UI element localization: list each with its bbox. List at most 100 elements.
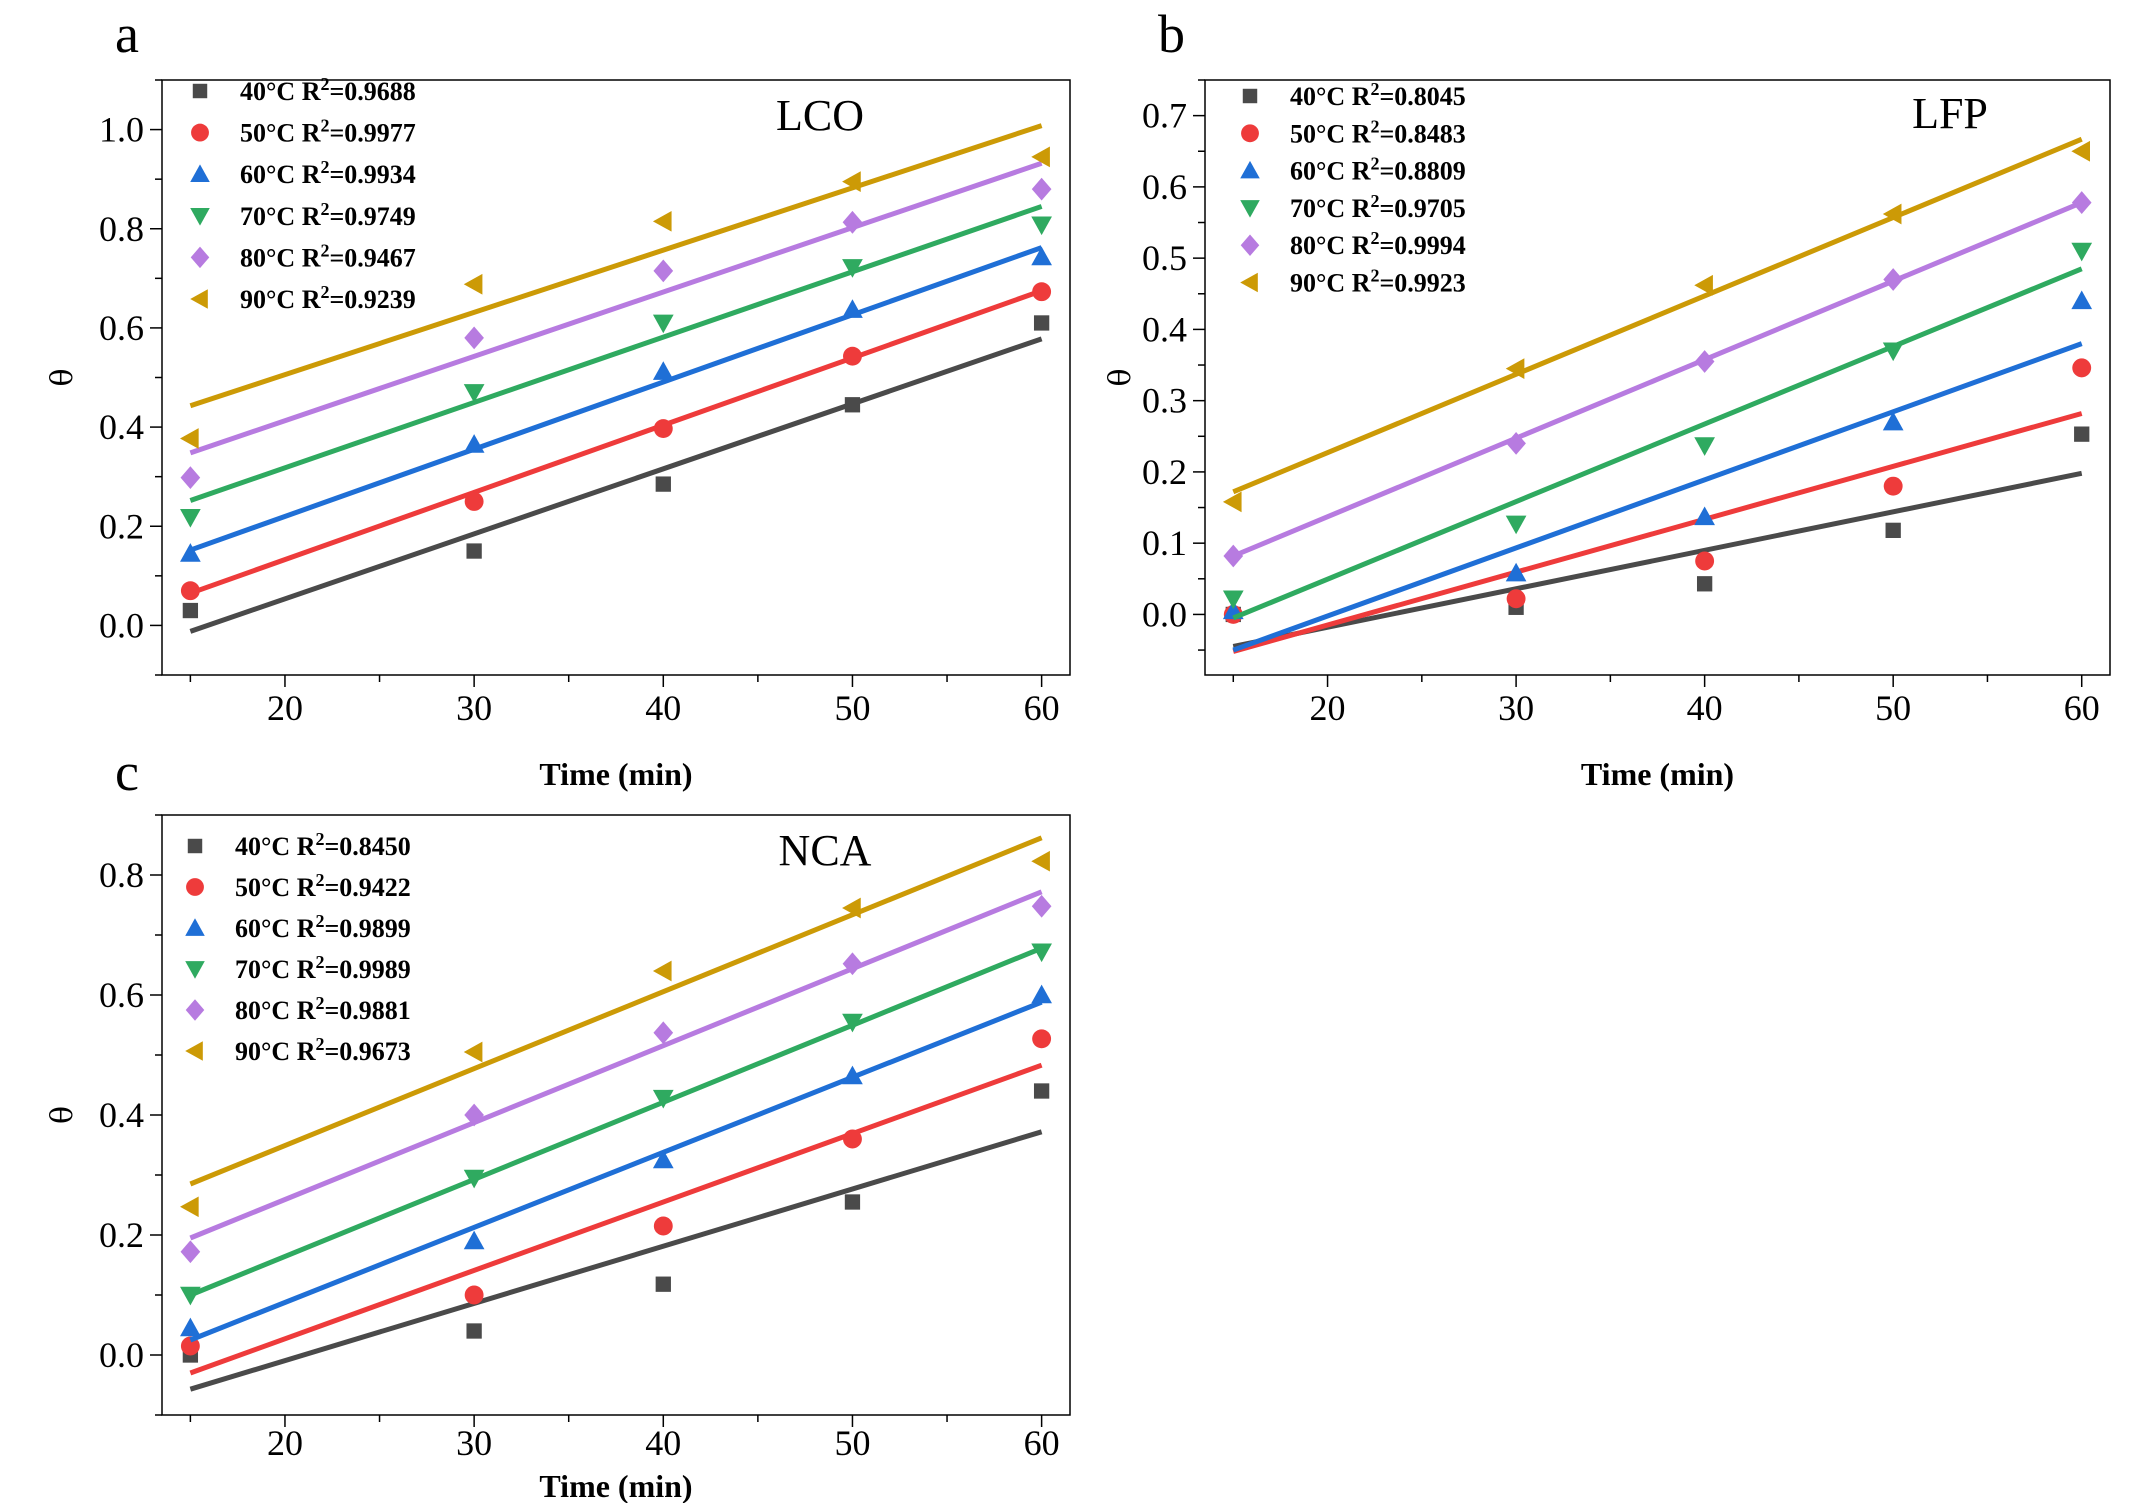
y-tick-label: 0.6: [99, 308, 144, 348]
data-point: [180, 428, 199, 449]
legend-marker: [185, 918, 205, 936]
data-point: [1695, 551, 1715, 571]
data-point: [842, 171, 861, 192]
data-point: [844, 397, 861, 413]
data-point: [1505, 562, 1527, 582]
legend-entry: 90°C R2=0.9673: [235, 1034, 411, 1066]
x-tick-label: 60: [1024, 688, 1060, 728]
data-point: [1031, 850, 1050, 872]
x-tick-label: 30: [456, 688, 492, 728]
series-0: [182, 1083, 1050, 1392]
data-point: [1882, 411, 1904, 431]
fit-line: [189, 123, 1043, 409]
y-tick-label: 0.4: [99, 407, 144, 447]
fit-line: [189, 204, 1043, 503]
y-tick-label: 0.0: [99, 1335, 144, 1375]
data-point: [1031, 943, 1052, 963]
legend-entry: 60°C R2=0.9899: [235, 911, 411, 943]
data-point: [2074, 426, 2090, 442]
legend-entry: 70°C R2=0.9989: [235, 952, 411, 984]
y-tick-label: 0.0: [1142, 594, 1187, 634]
data-point: [1505, 515, 1527, 535]
series-1: [180, 1029, 1052, 1376]
legend-entry: 60°C R2=0.8809: [1290, 154, 1466, 186]
fit-line: [189, 999, 1043, 1343]
legend-marker: [1240, 234, 1260, 256]
data-point: [653, 419, 673, 439]
data-point: [1031, 984, 1052, 1004]
y-axis-title: θ: [45, 368, 80, 386]
data-point: [180, 581, 200, 601]
series-3: [180, 943, 1052, 1306]
data-point: [463, 384, 485, 403]
y-tick-label: 0.2: [99, 506, 144, 546]
data-point: [1031, 177, 1052, 201]
legend-marker: [187, 838, 203, 854]
data-point: [180, 1196, 199, 1218]
data-point: [1696, 576, 1713, 592]
y-tick-label: 1.0: [99, 110, 144, 150]
series-2: [1222, 290, 2093, 653]
legend-entry: 40°C R2=0.8045: [1290, 79, 1466, 111]
legend-marker: [185, 961, 205, 979]
data-point: [655, 476, 671, 492]
data-point: [652, 960, 672, 982]
legend-entry: 70°C R2=0.9749: [240, 199, 416, 231]
legend-entry: 80°C R2=0.9467: [240, 240, 416, 272]
fit-line: [189, 1129, 1043, 1392]
fit-line: [1232, 266, 2083, 621]
fit-line: [189, 1062, 1043, 1376]
fit-line: [189, 336, 1043, 634]
data-point: [1506, 589, 1526, 609]
series-3: [180, 204, 1052, 528]
data-point: [2071, 242, 2093, 262]
data-point: [1031, 216, 1052, 236]
legend-entry: 40°C R2=0.9688: [240, 74, 416, 106]
series-5: [1222, 136, 2090, 513]
data-point: [842, 259, 863, 278]
data-point: [1031, 894, 1052, 918]
y-tick-label: 0.3: [1142, 381, 1187, 421]
legend-marker: [192, 83, 208, 99]
y-tick-label: 0.4: [99, 1095, 144, 1135]
x-axis-title: Time (min): [539, 1468, 692, 1503]
data-point: [2071, 140, 2090, 162]
x-tick-label: 30: [1498, 688, 1534, 728]
x-axis-title: Time (min): [539, 756, 692, 792]
series-4: [180, 889, 1052, 1264]
data-point: [180, 1336, 200, 1356]
legend-marker: [186, 878, 204, 896]
legend-marker: [190, 207, 210, 226]
data-point: [1694, 274, 1713, 296]
data-point: [466, 543, 482, 559]
legend-entry: 90°C R2=0.9239: [240, 282, 416, 314]
data-point: [180, 1240, 201, 1264]
data-point: [1694, 437, 1715, 456]
legend-marker: [190, 289, 208, 309]
y-tick-label: 0.4: [1142, 309, 1187, 349]
legend-entry: 80°C R2=0.9994: [1290, 228, 1466, 260]
panel-letter: c: [115, 742, 139, 802]
fit-line: [189, 889, 1043, 1241]
legend-entry: 80°C R2=0.9881: [235, 993, 411, 1025]
data-point: [653, 1216, 673, 1236]
data-point: [1883, 476, 1903, 496]
fit-line: [1232, 470, 2083, 649]
legend-marker: [190, 164, 210, 183]
series-5: [180, 123, 1050, 449]
fit-line: [189, 835, 1043, 1187]
fit-line: [1232, 136, 2083, 495]
y-axis-title: θ: [1103, 368, 1138, 386]
data-point: [2072, 358, 2092, 378]
data-point: [182, 602, 199, 619]
x-tick-label: 60: [1024, 1423, 1060, 1463]
data-point: [1882, 203, 1902, 225]
data-point: [1032, 282, 1052, 302]
legend-marker: [1240, 160, 1260, 179]
fit-line: [189, 288, 1043, 596]
data-point: [1694, 506, 1715, 526]
legend-entry: 50°C R2=0.9977: [240, 116, 416, 148]
x-tick-label: 50: [834, 688, 870, 728]
data-point: [842, 1013, 863, 1033]
series-2: [180, 245, 1052, 562]
